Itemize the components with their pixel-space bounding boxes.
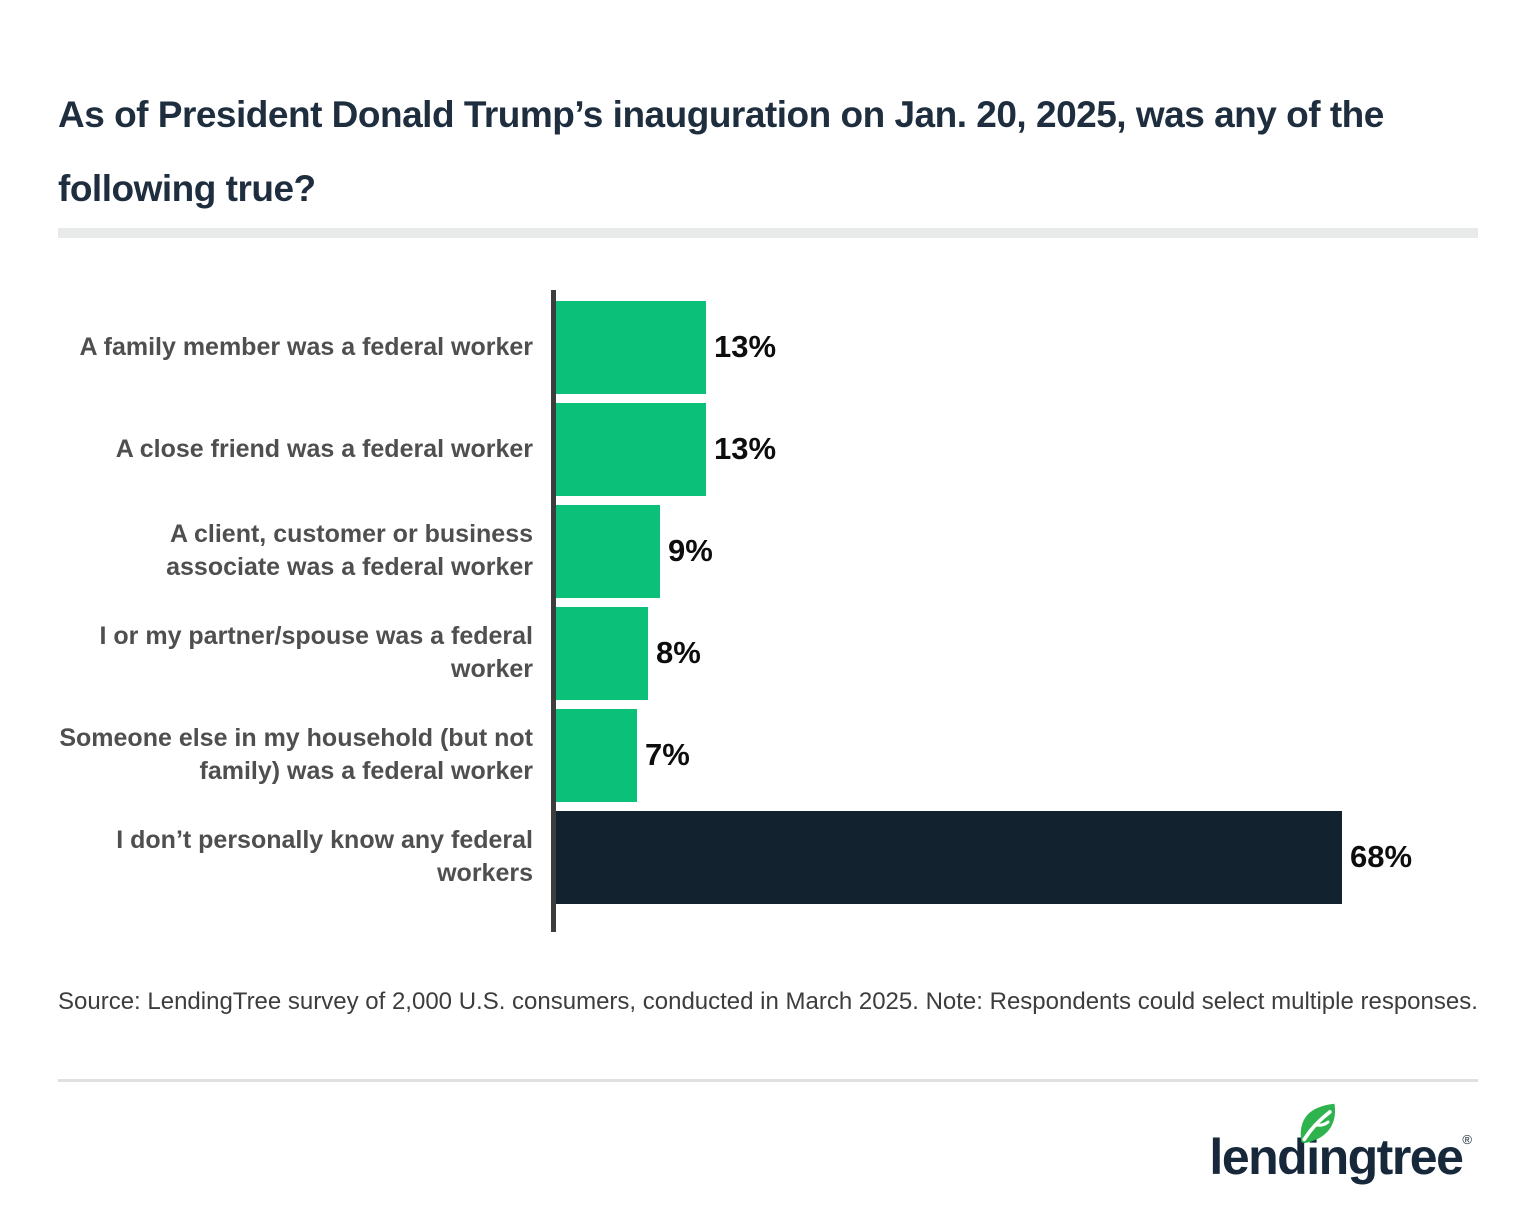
y-axis-line	[551, 290, 556, 932]
chart-title: As of President Donald Trump’s inaugurat…	[58, 94, 1384, 209]
chart-row: Someone else in my household (but not fa…	[58, 704, 1518, 806]
bar-track: 68%	[556, 806, 1412, 908]
value-label: 7%	[645, 737, 690, 772]
registered-trademark: ®	[1462, 1132, 1472, 1147]
bar	[556, 606, 648, 700]
bar	[556, 504, 660, 598]
category-label: Someone else in my household (but not fa…	[59, 724, 533, 785]
value-label: 13%	[714, 329, 777, 364]
bar	[556, 810, 1342, 904]
chart-row: I or my partner/spouse was a federal wor…	[58, 602, 1518, 704]
bar-track: 7%	[556, 704, 690, 806]
bar	[556, 402, 706, 496]
chart-row: I don’t personally know any federal work…	[58, 806, 1518, 908]
category-label: A close friend was a federal worker	[115, 434, 533, 463]
footer-divider	[58, 1079, 1478, 1082]
value-label: 8%	[656, 635, 701, 670]
leaf-icon	[1301, 1103, 1336, 1144]
category-label: I or my partner/spouse was a federal wor…	[99, 622, 534, 683]
bar-track: 13%	[556, 398, 776, 500]
bar	[556, 300, 706, 394]
value-label: 68%	[1350, 839, 1413, 874]
bar-track: 9%	[556, 500, 713, 602]
chart-row: A client, customer or business associate…	[58, 500, 1518, 602]
bar-chart: A family member was a federal worker 13% A…	[58, 290, 1518, 932]
category-label: I don’t personally know any federal work…	[116, 826, 533, 887]
category-label: A family member was a federal worker	[79, 332, 533, 361]
bar-track: 8%	[556, 602, 701, 704]
chart-row: A close friend was a federal worker 13%	[58, 398, 1518, 500]
logo-text: lendingtree	[1209, 1129, 1463, 1185]
value-label: 9%	[668, 533, 713, 568]
value-label: 13%	[714, 431, 777, 466]
title-divider	[58, 228, 1478, 238]
lendingtree-logo: lendingtree®	[1209, 1103, 1472, 1186]
source-note: Source: LendingTree survey of 2,000 U.S.…	[58, 988, 1478, 1015]
bar	[556, 708, 637, 802]
category-label: A client, customer or business associate…	[166, 520, 533, 581]
chart-row: A family member was a federal worker 13%	[58, 296, 1518, 398]
chart-rows: A family member was a federal worker 13% A…	[58, 296, 1518, 908]
bar-track: 13%	[556, 296, 776, 398]
